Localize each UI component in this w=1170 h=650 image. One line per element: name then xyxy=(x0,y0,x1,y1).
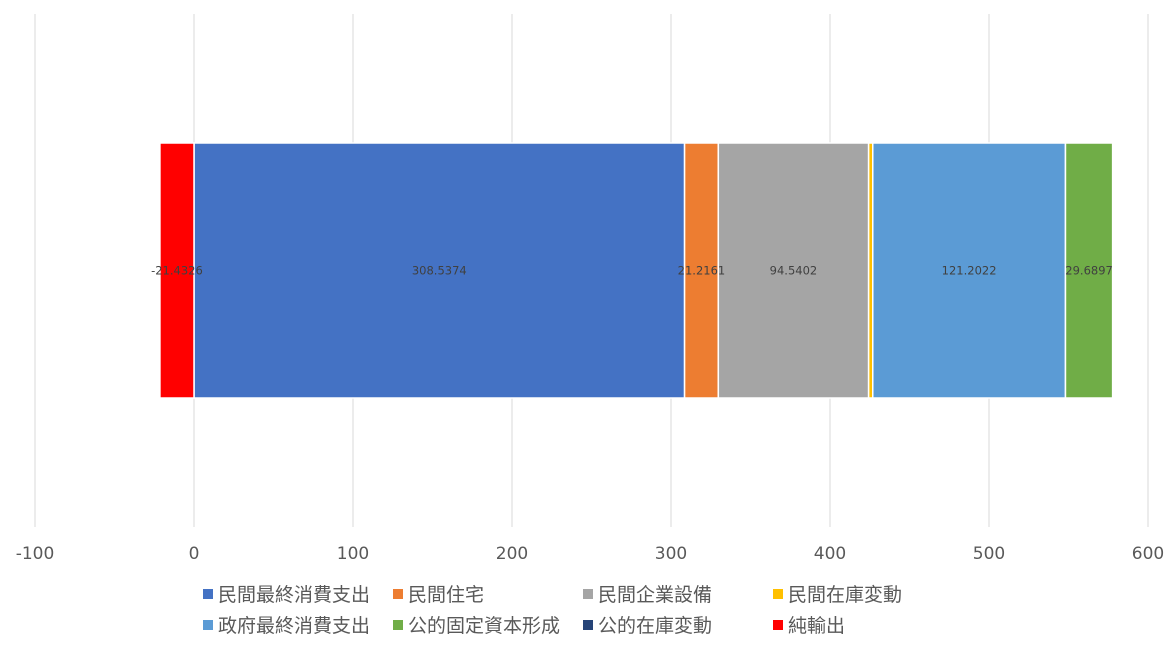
data-label-0: 308.5374 xyxy=(412,264,467,278)
bars xyxy=(159,142,1114,399)
legend-row: 政府最終消費支出 公的固定資本形成 公的在庫変動 純輸出 xyxy=(203,609,963,640)
legend-swatch xyxy=(583,619,593,630)
x-tick-label-2: 100 xyxy=(337,544,369,564)
x-axis-ticks: -100 0 100 200 300 400 500 600 xyxy=(16,544,1165,564)
legend-item: 公的在庫変動 xyxy=(583,611,773,638)
x-tick-label-7: 600 xyxy=(1132,544,1164,564)
bar-segment-2 xyxy=(717,142,870,399)
legend-item: 公的固定資本形成 xyxy=(393,611,583,638)
legend-item: 民間企業設備 xyxy=(583,580,773,607)
legend-swatch xyxy=(773,588,783,599)
bar-segment-6 xyxy=(1111,142,1114,399)
x-tick-label-1: 0 xyxy=(189,544,200,564)
legend-label: 公的在庫変動 xyxy=(598,615,713,637)
legend-label: 公的固定資本形成 xyxy=(408,615,561,637)
legend-label: 民間最終消費支出 xyxy=(218,584,371,606)
data-label-7: -21.4326 xyxy=(151,264,203,278)
data-label-2: 94.5402 xyxy=(770,264,818,278)
legend-item: 民間最終消費支出 xyxy=(203,580,393,607)
legend-swatch xyxy=(203,588,213,599)
data-label-1: 21.2161 xyxy=(678,264,726,278)
bar-segment-1 xyxy=(683,142,720,399)
legend-item: 民間住宅 xyxy=(393,580,583,607)
legend-swatch xyxy=(203,619,213,630)
bar-segment-7 xyxy=(159,142,195,399)
x-tick-label-6: 500 xyxy=(973,544,1005,564)
data-labels: 308.5374 21.2161 94.5402 121.2022 29.6897 -21… xyxy=(151,264,1113,278)
legend-label: 純輸出 xyxy=(788,615,846,637)
x-tick-label-0: -100 xyxy=(16,544,55,564)
legend-item: 民間在庫変動 xyxy=(773,580,963,607)
data-label-4: 121.2022 xyxy=(942,264,997,278)
legend-item: 純輸出 xyxy=(773,611,963,638)
x-tick-label-3: 200 xyxy=(496,544,528,564)
legend-label: 民間住宅 xyxy=(408,584,485,606)
chart-plot: 308.5374 21.2161 94.5402 121.2022 29.6897 -21… xyxy=(16,14,1165,564)
legend-label: 政府最終消費支出 xyxy=(218,615,371,637)
legend-swatch xyxy=(393,619,403,630)
legend: 民間最終消費支出 民間住宅 民間企業設備 民間在庫変動政府最終消費支出 公的固定資本形成… xyxy=(203,578,963,640)
legend-label: 民間企業設備 xyxy=(598,584,713,606)
legend-label: 民間在庫変動 xyxy=(788,584,903,606)
x-tick-label-5: 400 xyxy=(814,544,846,564)
data-label-5: 29.6897 xyxy=(1065,264,1113,278)
legend-swatch xyxy=(773,619,783,630)
legend-item: 政府最終消費支出 xyxy=(203,611,393,638)
legend-swatch xyxy=(583,588,593,599)
legend-row: 民間最終消費支出 民間住宅 民間企業設備 民間在庫変動 xyxy=(203,578,963,609)
x-tick-label-4: 300 xyxy=(655,544,687,564)
legend-swatch xyxy=(393,588,403,599)
bar-segment-4 xyxy=(872,142,1067,399)
